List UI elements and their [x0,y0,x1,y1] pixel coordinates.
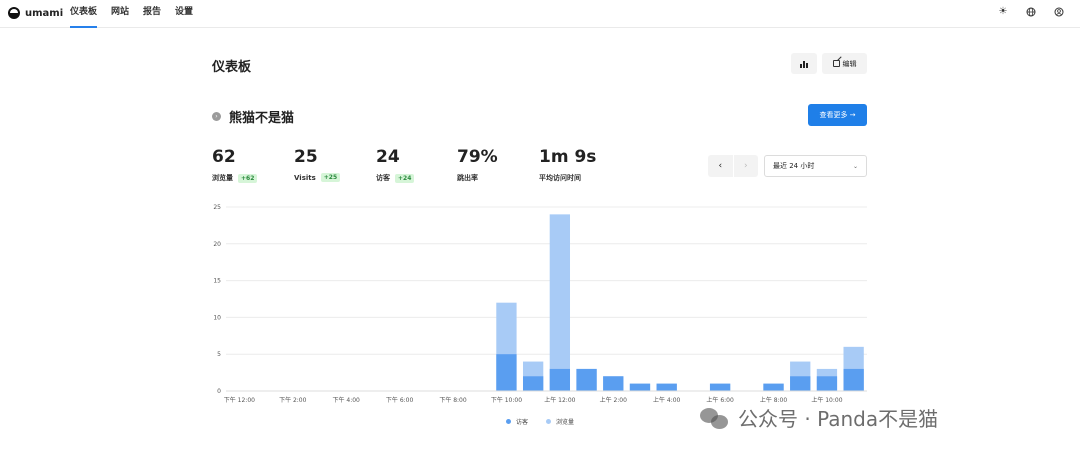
metric-label: 访客 [376,174,390,182]
watermark-text: 公众号 · Panda不是猫 [738,407,939,431]
metric-label: Visits [294,173,316,182]
watermark: 公众号 · Panda不是猫 [700,403,938,432]
y-tick-label: 25 [213,204,221,211]
main-nav: 仪表板 网站 报告 设置 [70,0,193,28]
x-tick-label: 下午 8:00 [439,396,467,404]
chevron-right-icon[interactable]: › [212,112,221,121]
legend-label: 访客 [515,419,528,426]
x-tick-label: 上午 2:00 [600,396,628,404]
legend-item-pageviews[interactable]: 浏览量 [546,417,574,426]
legend-dot [505,419,511,424]
chart-svg: 0 5 10 15 20 25 下午 12:00 下午 2:00 下午 4:00 下午 6:00 下… [213,204,867,404]
x-tick-label: 下午 4:00 [332,396,360,404]
metric-label: 浏览量 [212,174,233,182]
top-navigation-bar: umami 仪表板 网站 报告 设置 ☀ [0,0,1080,28]
nav-item-dashboard[interactable]: 仪表板 [70,0,98,28]
change-badge: +24 [395,173,415,183]
nav-item-reports[interactable]: 报告 [143,7,162,17]
metric-label: 跳出率 [457,174,478,182]
previous-period-button[interactable]: ‹ [718,161,723,171]
date-pager: ‹ › [708,155,758,177]
metric-value: 1m 9s [539,147,597,167]
metric-bounce-rate: 79% 跳出率 [457,147,498,183]
x-tick-label: 上午 12:00 [544,396,575,404]
chart-view-button[interactable] [791,53,817,74]
x-tick-label: 上午 8:00 [760,396,788,404]
bar-visitors [522,376,544,391]
metric-value: 25 [294,147,318,167]
metric-label-row: Visits +25 [294,173,341,182]
bar-visitors [816,376,838,391]
metric-label-row: 平均访问时间 [539,173,596,183]
metric-label-row: 访客 +24 [376,173,415,183]
globe-icon[interactable] [1026,7,1036,17]
next-period-button[interactable]: › [732,155,759,177]
bar-visitors [763,383,784,391]
x-tick-label: 下午 2:00 [279,396,307,404]
legend-item-visitors[interactable]: 访客 [505,417,528,426]
top-actions: ☀ [998,7,1064,17]
website-header: › 熊猫不是猫 [212,107,294,126]
y-tick-label: 15 [213,278,221,285]
bar-visitors [576,368,597,391]
metric-visitors: 24 访客 +24 [376,147,415,183]
bar-pageviews [549,214,571,391]
x-tick-label: 上午 4:00 [653,396,681,404]
umami-logo-icon [8,7,20,19]
metric-label-row: 跳出率 [457,173,498,183]
metric-visits: 25 Visits +25 [294,147,341,182]
user-icon[interactable] [1054,7,1064,17]
y-tick-label: 0 [217,388,221,395]
legend-label: 浏览量 [556,419,575,426]
change-badge: +62 [238,173,258,183]
legend-dot [546,419,551,424]
bar-visitors [629,383,651,391]
bar-chart-icon [800,64,802,68]
bar-visitors [790,376,811,391]
metric-avg-visit-time: 1m 9s 平均访问时间 [539,147,596,183]
bar-visitors [656,383,677,391]
edit-button-label: 编辑 [842,59,857,68]
chart-legend: 访客 浏览量 [0,417,1080,426]
bar-visitors [709,383,731,391]
y-tick-label: 20 [213,241,221,248]
app-logo[interactable]: umami [8,7,63,19]
x-tick-label: 下午 12:00 [224,396,255,404]
edit-button[interactable]: 编辑 [822,53,867,74]
y-tick-label: 10 [213,314,221,321]
website-name[interactable]: 熊猫不是猫 [229,111,295,126]
change-badge: +25 [320,173,341,182]
x-tick-label: 上午 6:00 [706,396,734,404]
metric-pageviews: 62 浏览量 +62 [212,147,258,183]
metric-label-row: 浏览量 +62 [212,173,258,183]
bar-visitors [843,368,864,391]
metric-value: 79% [457,147,498,167]
metric-label: 平均访问时间 [539,174,581,182]
page-title: 仪表板 [212,60,252,75]
bar-visitors [496,354,517,391]
x-tick-label: 下午 10:00 [491,396,522,404]
metric-value: 24 [376,147,400,167]
y-tick-label: 5 [217,351,221,358]
app-name: umami [25,7,64,19]
x-tick-label: 上午 10:00 [811,396,842,404]
wechat-icon [700,406,730,430]
x-tick-label: 下午 6:00 [386,396,414,404]
sun-icon[interactable]: ☀ [998,6,1008,17]
pageviews-chart: 0 5 10 15 20 25 下午 12:00 下午 2:00 下午 4:00 下午 6:00 下… [205,200,875,410]
date-range-select[interactable]: 最近 24 小时 ⌄ [764,155,867,177]
edit-icon [832,60,840,67]
nav-item-websites[interactable]: 网站 [111,7,130,17]
chevron-down-icon: ⌄ [852,162,858,170]
bar-visitors [549,368,571,391]
bar-chart-icon-bar [803,61,805,68]
bar-visitors [603,376,624,391]
date-range-value: 最近 24 小时 [773,162,815,170]
metric-value: 62 [212,147,236,167]
nav-item-settings[interactable]: 设置 [175,7,194,17]
bar-chart-icon-bar [806,63,808,68]
view-more-button[interactable]: 查看更多 → [808,104,867,126]
